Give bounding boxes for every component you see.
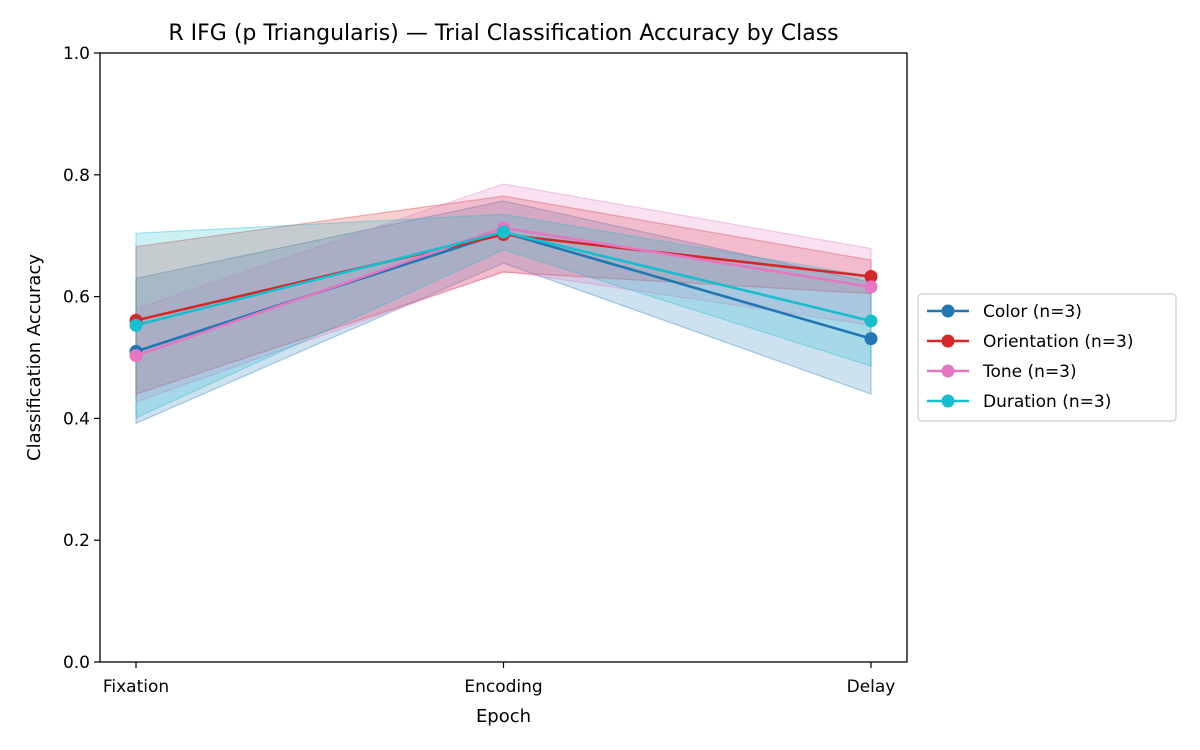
y-tick-label: 0.2 bbox=[63, 531, 90, 551]
legend-label: Duration (n=3) bbox=[983, 392, 1111, 412]
x-tick-label: Encoding bbox=[464, 677, 542, 697]
series-band bbox=[135, 213, 872, 419]
y-tick-label: 0.6 bbox=[63, 288, 90, 308]
legend-marker bbox=[941, 334, 955, 348]
x-axis: Fixation Encoding Delay bbox=[103, 662, 896, 697]
legend-marker bbox=[941, 304, 955, 318]
x-tick-label: Delay bbox=[847, 677, 896, 697]
legend-marker bbox=[941, 364, 955, 378]
data-point bbox=[864, 314, 878, 328]
y-tick-label: 0.4 bbox=[63, 409, 90, 429]
y-tick-label: 1.0 bbox=[63, 44, 90, 64]
legend-label: Orientation (n=3) bbox=[983, 332, 1133, 352]
series-band bbox=[135, 195, 872, 395]
chart-title: R IFG (p Triangularis) — Trial Classific… bbox=[168, 21, 838, 46]
legend: Color (n=3) Orientation (n=3) Tone (n=3) Du… bbox=[917, 293, 1177, 422]
y-tick-label: 0.0 bbox=[63, 653, 90, 673]
data-point bbox=[129, 318, 143, 332]
legend-frame bbox=[917, 293, 1177, 422]
legend-label: Tone (n=3) bbox=[982, 362, 1077, 382]
legend-marker bbox=[941, 394, 955, 408]
x-tick-label: Fixation bbox=[103, 677, 169, 697]
y-tick-label: 0.8 bbox=[63, 166, 90, 186]
y-axis: 0.0 0.2 0.4 0.6 0.8 1.0 bbox=[63, 44, 100, 673]
legend-label: Color (n=3) bbox=[983, 302, 1082, 322]
data-point bbox=[864, 270, 878, 284]
x-axis-label: Epoch bbox=[476, 706, 531, 727]
y-axis-label: Classification Accuracy bbox=[24, 254, 45, 461]
data-point bbox=[497, 225, 510, 239]
plot-area bbox=[129, 183, 878, 425]
data-point bbox=[129, 349, 143, 363]
data-point bbox=[864, 280, 878, 294]
data-point bbox=[864, 332, 878, 346]
